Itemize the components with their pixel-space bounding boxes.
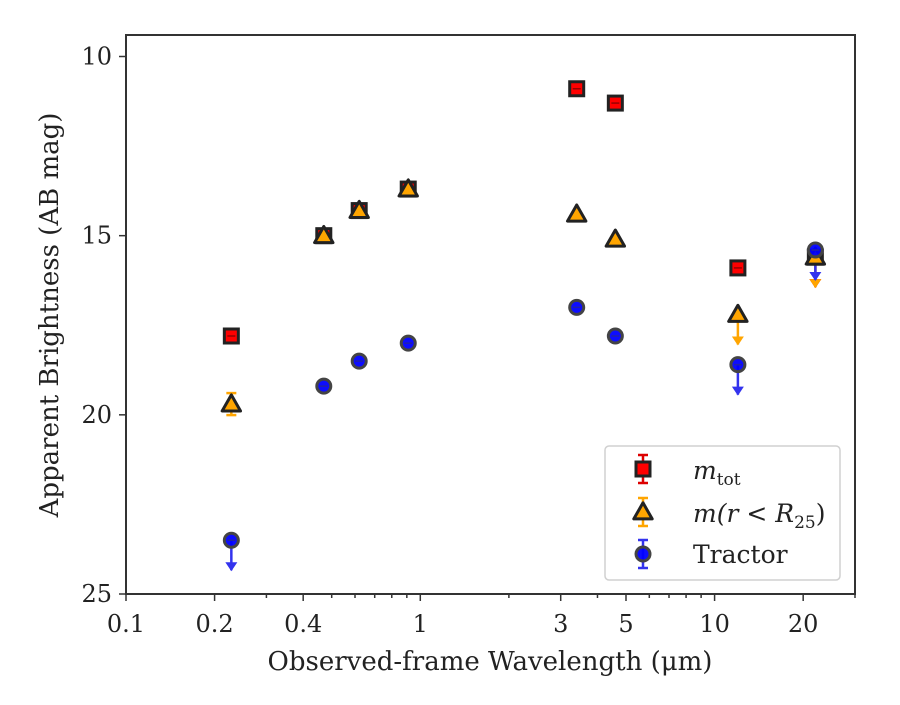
y-tick-label: 25 bbox=[81, 580, 112, 608]
x-tick-label: 3 bbox=[553, 610, 568, 638]
x-tick-label: 0.1 bbox=[107, 610, 145, 638]
x-tick-label: 20 bbox=[788, 610, 819, 638]
legend-marker-shape-mr25 bbox=[632, 501, 654, 521]
chart-marks bbox=[220, 80, 827, 572]
legend-label-mr25: m(r < R bbox=[693, 499, 794, 528]
data-point-mr25 bbox=[313, 224, 335, 245]
legend-entry-tractor: Tractor bbox=[634, 538, 788, 570]
upper-limit-arrow-tractor-head bbox=[731, 386, 744, 396]
legend-label-mtot-sub: tot bbox=[717, 470, 741, 490]
legend-marker-mtot bbox=[634, 453, 652, 485]
legend: mtot m(r < R25) Tractor bbox=[604, 445, 841, 581]
axis-ticks: 0.1 0.2 0.4 1 3 5 10 20 10 15 20 25 bbox=[81, 43, 856, 638]
upper-limit-arrow-tractor-head bbox=[225, 562, 238, 572]
upper-limit-arrow-mr25-head bbox=[731, 336, 744, 346]
legend-entry-mtot: mtot bbox=[634, 453, 741, 490]
series-mr25 bbox=[220, 178, 827, 417]
x-tick-label: 5 bbox=[618, 610, 633, 638]
legend-marker-mr25 bbox=[632, 496, 654, 528]
y-tick-label: 20 bbox=[81, 401, 112, 429]
y-tick-label: 15 bbox=[81, 222, 112, 250]
x-tick-label: 1 bbox=[413, 610, 428, 638]
svg-text:mtot: mtot bbox=[693, 456, 741, 490]
legend-label-mr25-sub: 25 bbox=[794, 513, 816, 533]
x-axis-label: Observed-frame Wavelength (μm) bbox=[268, 647, 713, 677]
data-point-mr25 bbox=[566, 203, 588, 223]
series-tractor bbox=[222, 241, 824, 549]
x-tick-label: 10 bbox=[699, 610, 730, 638]
x-tick-label: 0.4 bbox=[284, 610, 322, 638]
legend-label-mr25-close: ) bbox=[816, 499, 826, 528]
data-point-mr25 bbox=[348, 199, 370, 219]
y-tick-label: 10 bbox=[81, 43, 112, 71]
legend-label-tractor: Tractor bbox=[693, 540, 788, 569]
data-point-mr25 bbox=[220, 393, 243, 413]
upper-limit-arrow-tractor-head bbox=[809, 272, 822, 281]
legend-marker-shape-tractor bbox=[634, 545, 652, 563]
legend-entry-mr25: m(r < R25) bbox=[632, 496, 825, 533]
x-tick-label: 0.2 bbox=[196, 610, 234, 638]
data-point-mr25 bbox=[604, 228, 627, 248]
svg-text:m(r < R25): m(r < R25) bbox=[693, 499, 825, 533]
legend-marker-shape-mtot bbox=[634, 460, 652, 478]
legend-label-mtot: m bbox=[693, 456, 717, 485]
data-point-mr25 bbox=[727, 303, 749, 323]
legend-box bbox=[604, 445, 841, 581]
upper-limit-arrow-mr25-head bbox=[809, 279, 822, 289]
data-point-mr25 bbox=[397, 178, 419, 198]
legend-marker-tractor bbox=[634, 538, 652, 570]
y-axis-label: Apparent Brightness (AB mag) bbox=[35, 113, 65, 519]
plot-frame bbox=[125, 34, 856, 595]
